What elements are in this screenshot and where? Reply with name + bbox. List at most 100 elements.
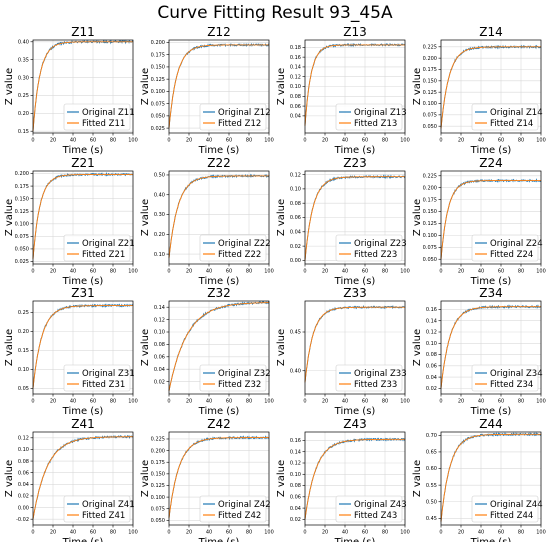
x-tick-label: 80 bbox=[518, 138, 524, 144]
y-tick-label: 0.25 bbox=[18, 310, 29, 316]
y-tick-label: 0.16 bbox=[426, 307, 437, 313]
axes-frame bbox=[168, 170, 270, 265]
y-tick-label: 0.04 bbox=[18, 482, 29, 488]
subplot-z13: Z13 0 20 40 60 80 100 0.04 0.06 0.08 0.10 0.12 0.14 0… bbox=[276, 25, 410, 156]
legend-box bbox=[335, 234, 403, 262]
x-tick-label: 20 bbox=[458, 530, 464, 536]
y-tick-label: 0.12 bbox=[290, 461, 301, 467]
x-tick-label: 0 bbox=[167, 138, 170, 144]
subplot-title: Z42 bbox=[207, 417, 231, 431]
y-tick-label: 0.00 bbox=[18, 505, 29, 511]
x-tick-label: 100 bbox=[400, 138, 410, 144]
y-tick-label: 0.02 bbox=[426, 386, 437, 392]
y-tick-label: 0.25 bbox=[18, 93, 29, 99]
x-axis-label: Time (s) bbox=[62, 145, 104, 156]
x-tick-label: 40 bbox=[70, 269, 76, 275]
y-tick-label: 0.20 bbox=[18, 329, 29, 335]
x-tick-label: 20 bbox=[186, 269, 192, 275]
x-tick-label: 80 bbox=[518, 399, 524, 405]
y-tick-label: 0.08 bbox=[426, 352, 437, 358]
y-tick-label: 0.06 bbox=[18, 470, 29, 476]
y-tick-label: 0.125 bbox=[151, 77, 165, 83]
y-tick-label: 0.075 bbox=[15, 234, 29, 240]
legend-label-original: Original Z34 bbox=[490, 369, 543, 379]
y-tick-label: 0.050 bbox=[15, 247, 29, 253]
series-line-fitted bbox=[168, 44, 269, 129]
x-tick-label: 100 bbox=[264, 530, 274, 536]
y-tick-label: 0.125 bbox=[423, 90, 437, 96]
x-tick-label: 60 bbox=[90, 530, 96, 536]
legend-label-fitted: Fitted Z13 bbox=[354, 119, 397, 129]
axes-frame bbox=[32, 300, 134, 395]
legend-label-fitted: Fitted Z14 bbox=[490, 119, 533, 129]
y-tick-label: 0.050 bbox=[423, 124, 437, 130]
axes-frame bbox=[440, 170, 542, 265]
y-axis-label: Z value bbox=[412, 68, 423, 105]
subplot-title: Z31 bbox=[71, 286, 95, 300]
x-axis-label: Time (s) bbox=[470, 406, 512, 417]
x-axis-label: Time (s) bbox=[198, 145, 240, 156]
y-tick-label: 0.10 bbox=[154, 330, 165, 336]
legend-label-original: Original Z11 bbox=[82, 108, 135, 118]
y-tick-label: 0.08 bbox=[290, 483, 301, 489]
legend-label-fitted: Fitted Z33 bbox=[354, 380, 397, 390]
y-tick-label: 0.075 bbox=[423, 113, 437, 119]
y-tick-label: 0.16 bbox=[290, 55, 301, 61]
y-axis-label: Z value bbox=[412, 199, 423, 236]
subplot-z21: Z21 0 20 40 60 80 100 0.025 0.050 0.075 0.100 0.125… bbox=[4, 156, 138, 287]
y-tick-label: 0.04 bbox=[290, 230, 301, 236]
legend-label-fitted: Fitted Z42 bbox=[218, 511, 261, 521]
y-tick-label: 0.100 bbox=[151, 495, 165, 501]
x-tick-label: 80 bbox=[110, 530, 116, 536]
series-line-fitted bbox=[304, 306, 405, 383]
legend-label-fitted: Fitted Z12 bbox=[218, 119, 261, 129]
y-tick-label: 0.08 bbox=[290, 201, 301, 207]
y-tick-label: 0.12 bbox=[154, 317, 165, 323]
x-tick-label: 0 bbox=[31, 269, 34, 275]
x-tick-label: 60 bbox=[362, 399, 368, 405]
x-tick-label: 100 bbox=[536, 138, 546, 144]
axes-frame bbox=[304, 39, 406, 134]
subplot-title: Z41 bbox=[71, 417, 95, 431]
y-tick-label: 0.12 bbox=[18, 436, 29, 442]
x-tick-label: 80 bbox=[382, 530, 388, 536]
series-line-fitted bbox=[32, 305, 133, 389]
legend-box bbox=[471, 234, 539, 262]
y-tick-label: 0.100 bbox=[15, 221, 29, 227]
y-tick-label: 0.050 bbox=[423, 257, 437, 263]
legend-box bbox=[63, 103, 131, 131]
y-tick-label: 0.100 bbox=[423, 101, 437, 107]
x-tick-label: 40 bbox=[342, 530, 348, 536]
series-line-fitted bbox=[440, 46, 541, 129]
x-tick-label: 40 bbox=[70, 138, 76, 144]
y-tick-label: 0.14 bbox=[154, 305, 165, 311]
y-tick-label: 0.125 bbox=[151, 483, 165, 489]
legend-box bbox=[63, 234, 131, 262]
y-tick-label: 0.00 bbox=[290, 258, 301, 264]
y-tick-label: 0.04 bbox=[290, 114, 301, 120]
x-tick-label: 40 bbox=[342, 138, 348, 144]
y-tick-label: 0.50 bbox=[154, 173, 165, 179]
y-axis-label: Z value bbox=[140, 329, 151, 366]
subplot-title: Z21 bbox=[71, 156, 95, 170]
axes-frame bbox=[168, 39, 270, 134]
series-line-fitted bbox=[440, 306, 541, 389]
subplot-z23: Z23 0 20 40 60 80 100 0.00 0.02 0.04 0.06 0.08 0.10 0… bbox=[276, 156, 410, 287]
y-axis-label: Z value bbox=[4, 199, 15, 236]
x-tick-label: 40 bbox=[70, 530, 76, 536]
legend-box bbox=[199, 495, 267, 523]
y-tick-label: 0.075 bbox=[423, 245, 437, 251]
x-tick-label: 0 bbox=[31, 399, 34, 405]
x-tick-label: 100 bbox=[128, 530, 138, 536]
x-tick-label: 0 bbox=[303, 399, 306, 405]
x-axis-label: Time (s) bbox=[62, 276, 104, 287]
x-tick-label: 60 bbox=[498, 399, 504, 405]
x-tick-label: 20 bbox=[50, 530, 56, 536]
x-tick-label: 60 bbox=[362, 138, 368, 144]
legend-box bbox=[335, 364, 403, 392]
axes-frame bbox=[440, 431, 542, 526]
y-axis-label: Z value bbox=[412, 329, 423, 366]
x-tick-label: 100 bbox=[264, 269, 274, 275]
x-tick-label: 40 bbox=[342, 399, 348, 405]
x-tick-label: 100 bbox=[536, 399, 546, 405]
